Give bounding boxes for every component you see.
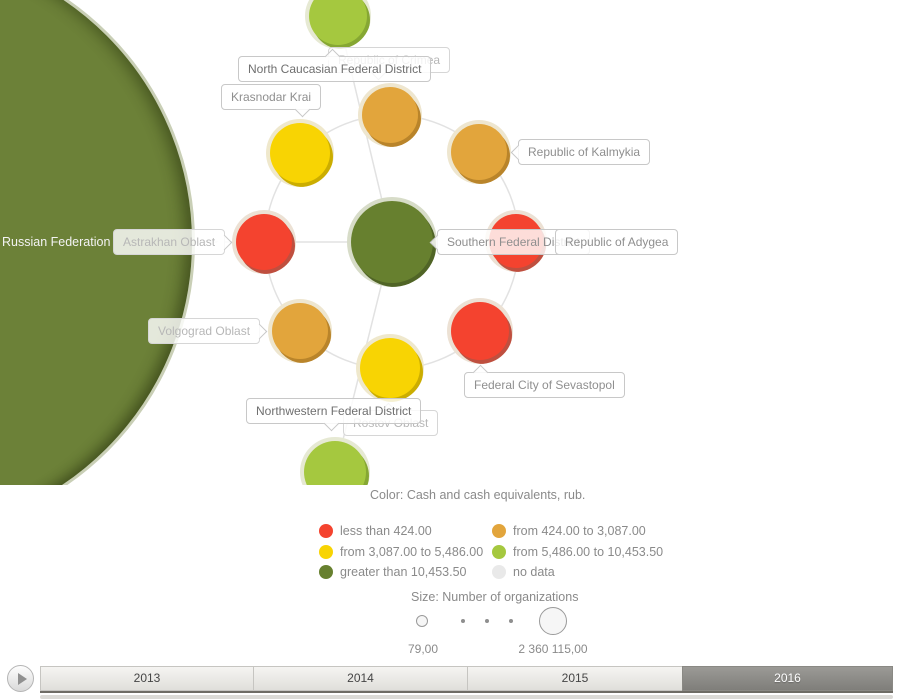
node-astrakhan-oblast[interactable] <box>232 210 296 274</box>
legend-color-dot <box>319 544 333 559</box>
label-text: Republic of Adygea <box>565 235 669 249</box>
timeline-year-2016[interactable]: 2016 <box>682 666 893 691</box>
node-rostov-oblast[interactable] <box>356 334 424 402</box>
timeline-track[interactable]: 2013 2014 2015 2016 <box>40 666 893 693</box>
label-text: Astrakhan Oblast <box>123 235 216 249</box>
size-legend-dot <box>461 619 465 623</box>
label-text: North Caucasian Federal District <box>248 62 422 76</box>
node-republic-of-kalmykia[interactable] <box>447 120 511 184</box>
label-text: Republic of Kalmykia <box>528 145 641 159</box>
label-krasnodar-krai: Krasnodar Krai <box>221 84 322 118</box>
legend-item-label: from 3,087.00 to 5,486.00 <box>340 544 484 559</box>
legend-item-label: greater than 10,453.50 <box>340 565 467 579</box>
size-legend-dot <box>485 619 489 623</box>
node-disc <box>360 338 420 398</box>
legend-item-label: less than 424.00 <box>340 524 432 538</box>
label-text: Southern Federal District <box>447 235 580 249</box>
legend-item-greater-than-10-453-50: greater than 10,453.50 <box>319 562 467 582</box>
node-disc <box>451 302 509 360</box>
label-southern-federal-district: Southern Federal District <box>429 229 590 255</box>
label-text: Federal City of Sevastopol <box>474 378 615 392</box>
label-north-caucasian-federal-district: North Caucasian Federal District <box>238 48 432 82</box>
node-krasnodar-krai[interactable] <box>266 119 334 187</box>
play-icon <box>17 672 27 685</box>
node-northwestern-federal-district[interactable] <box>300 437 370 485</box>
node-disc <box>362 87 418 143</box>
node-disc <box>309 0 367 45</box>
node-disc <box>236 214 292 270</box>
legend-item-from-424-00-to-3-087-00: from 424.00 to 3,087.00 <box>492 521 646 541</box>
size-legend-title: Size: Number of organizations <box>411 590 579 604</box>
size-legend-dot <box>509 619 513 623</box>
label-republic-of-adygea: Republic of Adygea <box>555 229 679 255</box>
legend-color-dot <box>319 524 333 538</box>
node-disc <box>304 441 366 485</box>
node-disc <box>270 123 330 183</box>
legend-color-dot <box>492 544 506 559</box>
timeline-year-2015[interactable]: 2015 <box>467 666 682 691</box>
size-legend-min-value: 79,00 <box>407 642 439 656</box>
label-astrakhan-oblast: Astrakhan Oblast <box>113 229 233 255</box>
legend-color-dot <box>492 524 506 538</box>
node-disc <box>451 124 507 180</box>
play-button[interactable] <box>7 665 34 692</box>
legend-item-label: from 424.00 to 3,087.00 <box>513 524 646 538</box>
label-text: Volgograd Oblast <box>158 324 251 338</box>
legend-color-dot <box>319 565 333 579</box>
legend-item-less-than-424-00: less than 424.00 <box>319 521 432 541</box>
legend-item-label: from 5,486.00 to 10,453.50 <box>513 544 664 559</box>
node-republic-of-crimea[interactable] <box>358 83 422 147</box>
timeline-year-2014[interactable]: 2014 <box>253 666 467 691</box>
russian-federation-label: Russian Federation <box>2 235 111 249</box>
label-text: Northwestern Federal District <box>256 404 412 418</box>
node-southern-federal-district[interactable] <box>347 197 437 287</box>
legend-item-no-data: no data <box>492 562 555 582</box>
legend-item-from-3-087-00-to-5-486-00: from 3,087.00 to 5,486.00 <box>319 542 483 562</box>
legend-item-from-5-486-00-to-10-453-50: from 5,486.00 to 10,453.50 <box>492 542 663 562</box>
label-text: Krasnodar Krai <box>231 90 312 104</box>
timeline: 2013 2014 2015 2016 <box>0 664 900 700</box>
node-disc <box>272 303 328 359</box>
label-volgograd-oblast: Volgograd Oblast <box>148 318 268 344</box>
label-federal-city-of-sevastopol: Federal City of Sevastopol <box>464 364 625 398</box>
label-republic-of-kalmykia: Republic of Kalmykia <box>510 139 651 165</box>
legend-item-label: no data <box>513 565 555 579</box>
node-disc <box>351 201 433 283</box>
size-legend-min-circle <box>416 615 428 627</box>
timeline-year-2013[interactable]: 2013 <box>40 666 253 691</box>
timeline-rail <box>40 695 893 699</box>
bubble-chart: Russian Federation Republic of CrimeaNor… <box>0 0 679 485</box>
size-legend-max-value: 2 360 115,00 <box>518 642 588 656</box>
label-northwestern-federal-district: Northwestern Federal District <box>246 398 422 432</box>
color-legend-title: Color: Cash and cash equivalents, rub. <box>370 488 586 502</box>
legend-color-dot <box>492 565 506 579</box>
node-federal-city-of-sevastopol[interactable] <box>447 298 513 364</box>
size-legend-max-circle <box>539 607 567 635</box>
node-volgograd-oblast[interactable] <box>268 299 332 363</box>
